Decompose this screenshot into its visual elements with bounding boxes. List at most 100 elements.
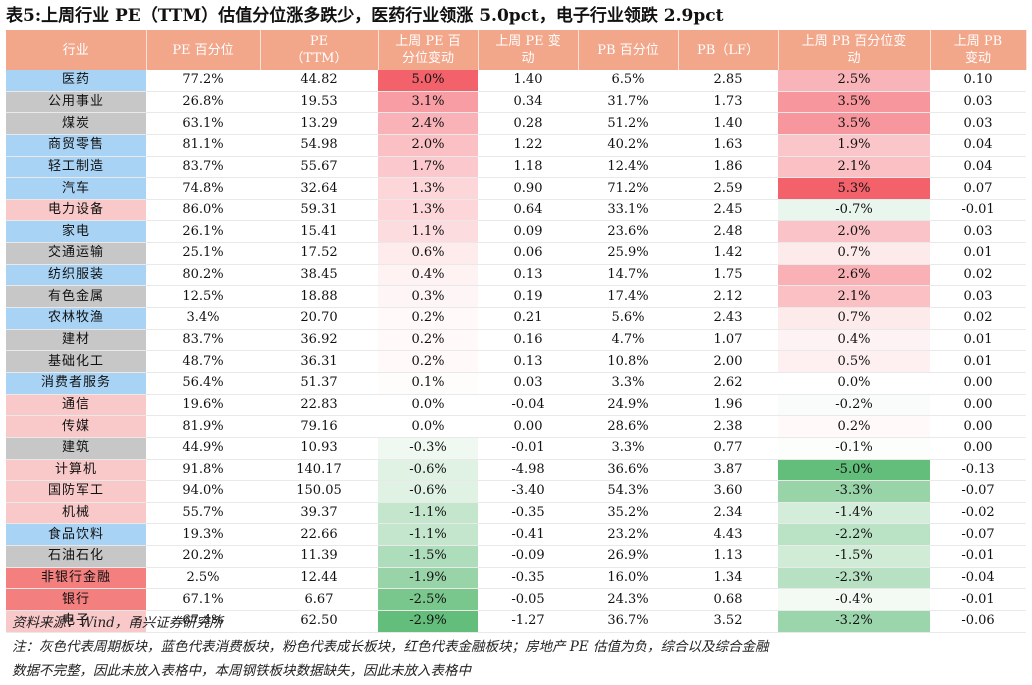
cell-pb-chg: 0.01 xyxy=(930,329,1026,352)
source-note: 资料来源：Wind，甬兴证券研究所 xyxy=(12,615,223,631)
cell-pe-pct: 94.0% xyxy=(146,480,260,503)
column-header-text: 动 xyxy=(847,51,861,66)
cell-pb-pct-chg: -3.3% xyxy=(778,480,930,503)
cell-pb: 0.68 xyxy=(678,588,778,612)
cell-industry: 医药 xyxy=(6,70,146,92)
cell-pe-pct-chg: -2.9% xyxy=(378,610,478,633)
cell-pb: 4.43 xyxy=(678,523,778,547)
cell-pb-chg: -0.07 xyxy=(930,523,1026,547)
cell-pb-pct: 35.2% xyxy=(578,502,678,525)
column-header-text: PE 百分位 xyxy=(172,42,234,58)
cell-pe-pct: 81.9% xyxy=(146,415,260,438)
cell-industry: 有色金属 xyxy=(6,285,146,309)
cell-pb: 3.52 xyxy=(678,610,778,633)
cell-pb-pct-chg: 0.2% xyxy=(778,415,930,438)
cell-pb: 1.34 xyxy=(678,567,778,590)
cell-pe-pct-chg: 5.0% xyxy=(378,70,478,92)
footnote-line-1: 注：灰色代表周期板块，蓝色代表消费板块，粉色代表成长板块，红色代表金融板块；房地… xyxy=(12,639,769,655)
cell-pb-pct: 3.3% xyxy=(578,437,678,460)
column-header-text: 行业 xyxy=(62,42,89,58)
table-row: 农林牧渔 3.4% 20.70 0.2% 0.21 5.6% 2.43 0.7% 0.02 xyxy=(6,307,1026,330)
table-row: 公用事业 26.8% 19.53 3.1% 0.34 31.7% 1.73 3.5% 0.03 xyxy=(6,91,1026,114)
cell-pe-chg: 0.16 xyxy=(478,329,578,352)
column-header: PB 百分位 xyxy=(578,30,679,70)
cell-pe-pct: 83.7% xyxy=(146,156,260,179)
cell-pb-pct-chg: 2.1% xyxy=(778,156,930,179)
table-row: 消费者服务 56.4% 51.37 0.1% 0.03 3.3% 2.62 0.0% 0.00 xyxy=(6,372,1026,395)
cell-pb-pct-chg: 1.9% xyxy=(778,134,930,157)
cell-pb-pct: 26.9% xyxy=(578,545,678,568)
cell-industry: 非银行金融 xyxy=(6,567,146,590)
cell-pb: 2.12 xyxy=(678,285,778,309)
cell-pb-pct-chg: -0.2% xyxy=(778,394,930,417)
cell-pe-pct-chg: 0.6% xyxy=(378,242,478,265)
cell-pb-chg: 0.03 xyxy=(930,285,1026,309)
cell-pe-pct: 56.4% xyxy=(146,372,260,395)
cell-pb-chg: -0.01 xyxy=(930,199,1026,222)
cell-pe-pct-chg: 2.4% xyxy=(378,112,478,135)
cell-pe-chg: -4.98 xyxy=(478,459,578,482)
cell-pe-pct: 3.4% xyxy=(146,307,260,330)
cell-pe-chg: -3.40 xyxy=(478,480,578,503)
cell-pe-chg: -0.41 xyxy=(478,523,578,547)
cell-pe-pct: 26.8% xyxy=(146,91,260,114)
cell-pe-pct: 80.2% xyxy=(146,264,260,287)
cell-pb-pct: 16.0% xyxy=(578,567,678,590)
table-title: 表5:上周行业 PE（TTM）估值分位涨多跌少，医药行业领涨 5.0pct，电子… xyxy=(6,6,724,26)
cell-pe: 22.83 xyxy=(260,394,378,417)
table-row: 机械 55.7% 39.37 -1.1% -0.35 35.2% 2.34 -1.4% -0.0… xyxy=(6,502,1026,525)
column-header-text: PB（LF） xyxy=(697,42,759,58)
cell-pe: 36.31 xyxy=(260,350,378,373)
cell-pe: 62.50 xyxy=(260,610,378,633)
cell-industry: 食品饮料 xyxy=(6,523,146,547)
cell-pe-pct: 74.8% xyxy=(146,177,260,200)
cell-pb-chg: 0.00 xyxy=(930,372,1026,395)
column-header: 上周 PB 百分位变动 xyxy=(778,30,931,70)
column-header-text: （TTM） xyxy=(290,51,348,66)
cell-pb: 2.43 xyxy=(678,307,778,330)
column-header: PE （TTM） xyxy=(260,30,379,70)
cell-pe: 140.17 xyxy=(260,459,378,482)
cell-industry: 机械 xyxy=(6,502,146,525)
cell-pb-chg: -0.13 xyxy=(930,459,1026,482)
cell-pe: 13.29 xyxy=(260,112,378,135)
cell-pe-pct: 55.7% xyxy=(146,502,260,525)
cell-pe-chg: 1.18 xyxy=(478,156,578,179)
cell-pe-chg: -0.04 xyxy=(478,394,578,417)
table-row: 有色金属 12.5% 18.88 0.3% 0.19 17.4% 2.12 2.1% 0.03 xyxy=(6,285,1026,309)
cell-pe-pct-chg: -1.1% xyxy=(378,523,478,547)
cell-pb-pct: 33.1% xyxy=(578,199,678,222)
cell-pb-pct: 10.8% xyxy=(578,350,678,373)
cell-pb: 1.63 xyxy=(678,134,778,157)
column-header: 上周 PB 变动 xyxy=(930,30,1027,70)
cell-pe-pct-chg: 0.0% xyxy=(378,415,478,438)
cell-pb-pct-chg: 0.7% xyxy=(778,242,930,265)
cell-pe-chg: 0.90 xyxy=(478,177,578,200)
table-row: 商贸零售 81.1% 54.98 2.0% 1.22 40.2% 1.63 1.9% 0.04 xyxy=(6,134,1026,157)
cell-pb: 2.59 xyxy=(678,177,778,200)
table-row: 计算机 91.8% 140.17 -0.6% -4.98 36.6% 3.87 -5.0% -0… xyxy=(6,459,1026,482)
valuation-table: 行业 PE 百分位 PE （TTM） 上周 PE 百分位变动 上周 PE 变动 PB 百分位… xyxy=(6,30,1027,633)
cell-pb-pct: 31.7% xyxy=(578,91,678,114)
cell-pe: 32.64 xyxy=(260,177,378,200)
cell-pe-pct: 86.0% xyxy=(146,199,260,222)
table-row: 医药 77.2% 44.82 5.0% 1.40 6.5% 2.85 2.5% 0.10 xyxy=(6,70,1026,92)
cell-industry: 汽车 xyxy=(6,177,146,200)
cell-pb-pct-chg: 3.5% xyxy=(778,112,930,135)
cell-pe-pct: 44.9% xyxy=(146,437,260,460)
table-row: 传媒 81.9% 79.16 0.0% 0.00 28.6% 2.38 0.2% 0.00 xyxy=(6,415,1026,438)
table-row: 家电 26.1% 15.41 1.1% 0.09 23.6% 2.48 2.0% 0.03 xyxy=(6,220,1026,244)
cell-pe-pct-chg: 0.1% xyxy=(378,372,478,395)
cell-pb: 1.40 xyxy=(678,112,778,135)
table-row: 电力设备 86.0% 59.31 1.3% 0.64 33.1% 2.45 -0.7% -0.0… xyxy=(6,199,1026,222)
cell-pb: 1.42 xyxy=(678,242,778,265)
cell-pe-pct-chg: 1.1% xyxy=(378,220,478,244)
cell-pe-chg: 0.13 xyxy=(478,350,578,373)
cell-pe-pct: 81.1% xyxy=(146,134,260,157)
cell-pb-pct-chg: 2.5% xyxy=(778,70,930,92)
cell-industry: 交通运输 xyxy=(6,242,146,265)
table-row: 轻工制造 83.7% 55.67 1.7% 1.18 12.4% 1.86 2.1% 0.04 xyxy=(6,156,1026,179)
cell-pe: 18.88 xyxy=(260,285,378,309)
table-row: 非银行金融 2.5% 12.44 -1.9% -0.35 16.0% 1.34 -2.3% -0… xyxy=(6,567,1026,590)
cell-pb: 1.96 xyxy=(678,394,778,417)
